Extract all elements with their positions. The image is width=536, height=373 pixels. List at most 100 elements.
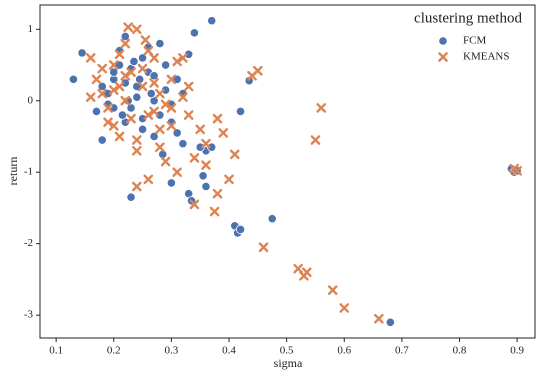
scatter-point [132, 145, 142, 156]
scatter-point [155, 142, 165, 153]
x-tick-label: 0.9 [510, 345, 524, 357]
y-tick-label: -1 [24, 166, 33, 178]
scatter-point [97, 88, 108, 99]
scatter-point [149, 131, 159, 142]
scatter-point [172, 167, 182, 178]
scatter-point [207, 16, 217, 26]
scatter-point [172, 128, 182, 138]
scatter-point [201, 160, 211, 170]
plot-frame [39, 4, 536, 339]
scatter-point [212, 113, 223, 124]
scatter-point [77, 48, 87, 58]
scatter-point [126, 67, 136, 77]
scatter-point [385, 317, 395, 327]
scatter-point [178, 53, 188, 63]
scatter-point [198, 171, 208, 181]
scatter-point [160, 156, 171, 167]
scatter-point [109, 67, 119, 77]
scatter-point [143, 174, 154, 185]
legend-label: KMEANS [463, 51, 509, 63]
scatter-point [126, 113, 136, 124]
scatter-point [68, 74, 79, 84]
scatter-point [244, 76, 254, 86]
scatter-point [97, 135, 107, 145]
scatter-point [103, 117, 113, 127]
scatter-point [178, 92, 188, 102]
scatter-point [97, 63, 108, 74]
scatter-point [166, 120, 177, 131]
scatter-point [108, 60, 119, 70]
scatter-point [108, 85, 119, 95]
legend-marker [438, 36, 448, 46]
scatter-point [132, 135, 142, 145]
scatter-point [201, 181, 211, 192]
scatter-point [149, 71, 159, 81]
scatter-point [218, 128, 229, 138]
scatter-point [195, 142, 205, 152]
scatter-point [229, 149, 240, 160]
scatter-point [195, 124, 205, 135]
x-tick-label: 0.4 [222, 345, 236, 357]
x-axis-label: sigma [274, 356, 303, 370]
y-tick-label: 1 [28, 23, 34, 35]
scatter-point [137, 124, 148, 134]
x-tick-label: 0.1 [49, 345, 63, 357]
scatter-point [189, 153, 200, 163]
scatter-point [91, 106, 102, 117]
scatter-point [132, 92, 142, 102]
scatter-point [316, 103, 327, 113]
scatter-point [172, 56, 182, 67]
scatter-point [253, 65, 263, 76]
scatter-point [132, 24, 142, 35]
scatter-point [143, 110, 154, 120]
scatter-point [212, 188, 223, 199]
scatter-point [155, 110, 165, 120]
scatter-point [155, 38, 165, 49]
legend-title: clustering method [414, 10, 522, 26]
scatter-point [166, 178, 176, 188]
scatter-point [201, 138, 211, 149]
scatter-point [374, 313, 384, 324]
scatter-point [235, 106, 246, 117]
scatter-point [155, 88, 165, 99]
scatter-point [129, 56, 139, 67]
scatter-point [512, 165, 522, 176]
scatter-point [137, 114, 148, 124]
scatter-point [114, 49, 125, 60]
scatter-point [161, 85, 171, 95]
scatter-point [160, 99, 171, 110]
legend-marker [438, 52, 448, 62]
scatter-point [126, 192, 136, 202]
scatter-point [120, 70, 131, 81]
legend-label: FCM [463, 35, 486, 47]
scatter-point [183, 110, 194, 120]
y-tick-label: -2 [24, 237, 33, 249]
scatter-point [267, 214, 277, 224]
scatter-point [132, 181, 142, 192]
scatter-point [184, 49, 194, 59]
scatter-point [137, 63, 148, 74]
scatter-point [183, 81, 194, 92]
scatter-point [166, 103, 177, 113]
scatter-point [103, 103, 113, 113]
x-tick-label: 0.2 [107, 345, 121, 357]
scatter-point [120, 78, 130, 88]
scatter-point [85, 53, 96, 63]
scatter-point [114, 131, 125, 142]
scatter-point [178, 139, 188, 149]
scatter-point [120, 38, 131, 49]
scatter-point [146, 89, 156, 99]
scatter-point [140, 35, 151, 45]
scatter-point [302, 267, 312, 278]
x-tick-label: 0.6 [337, 345, 351, 357]
scatter-point [235, 224, 246, 234]
y-tick-label: -3 [24, 309, 34, 321]
scatter-point [120, 31, 130, 42]
scatter-point [327, 285, 338, 295]
scatter-point [137, 81, 148, 92]
x-tick-label: 0.3 [165, 345, 179, 357]
scatter-point [189, 28, 200, 38]
scatter-point [108, 120, 119, 131]
scatter-point [209, 206, 220, 217]
scatter-point [189, 199, 200, 210]
